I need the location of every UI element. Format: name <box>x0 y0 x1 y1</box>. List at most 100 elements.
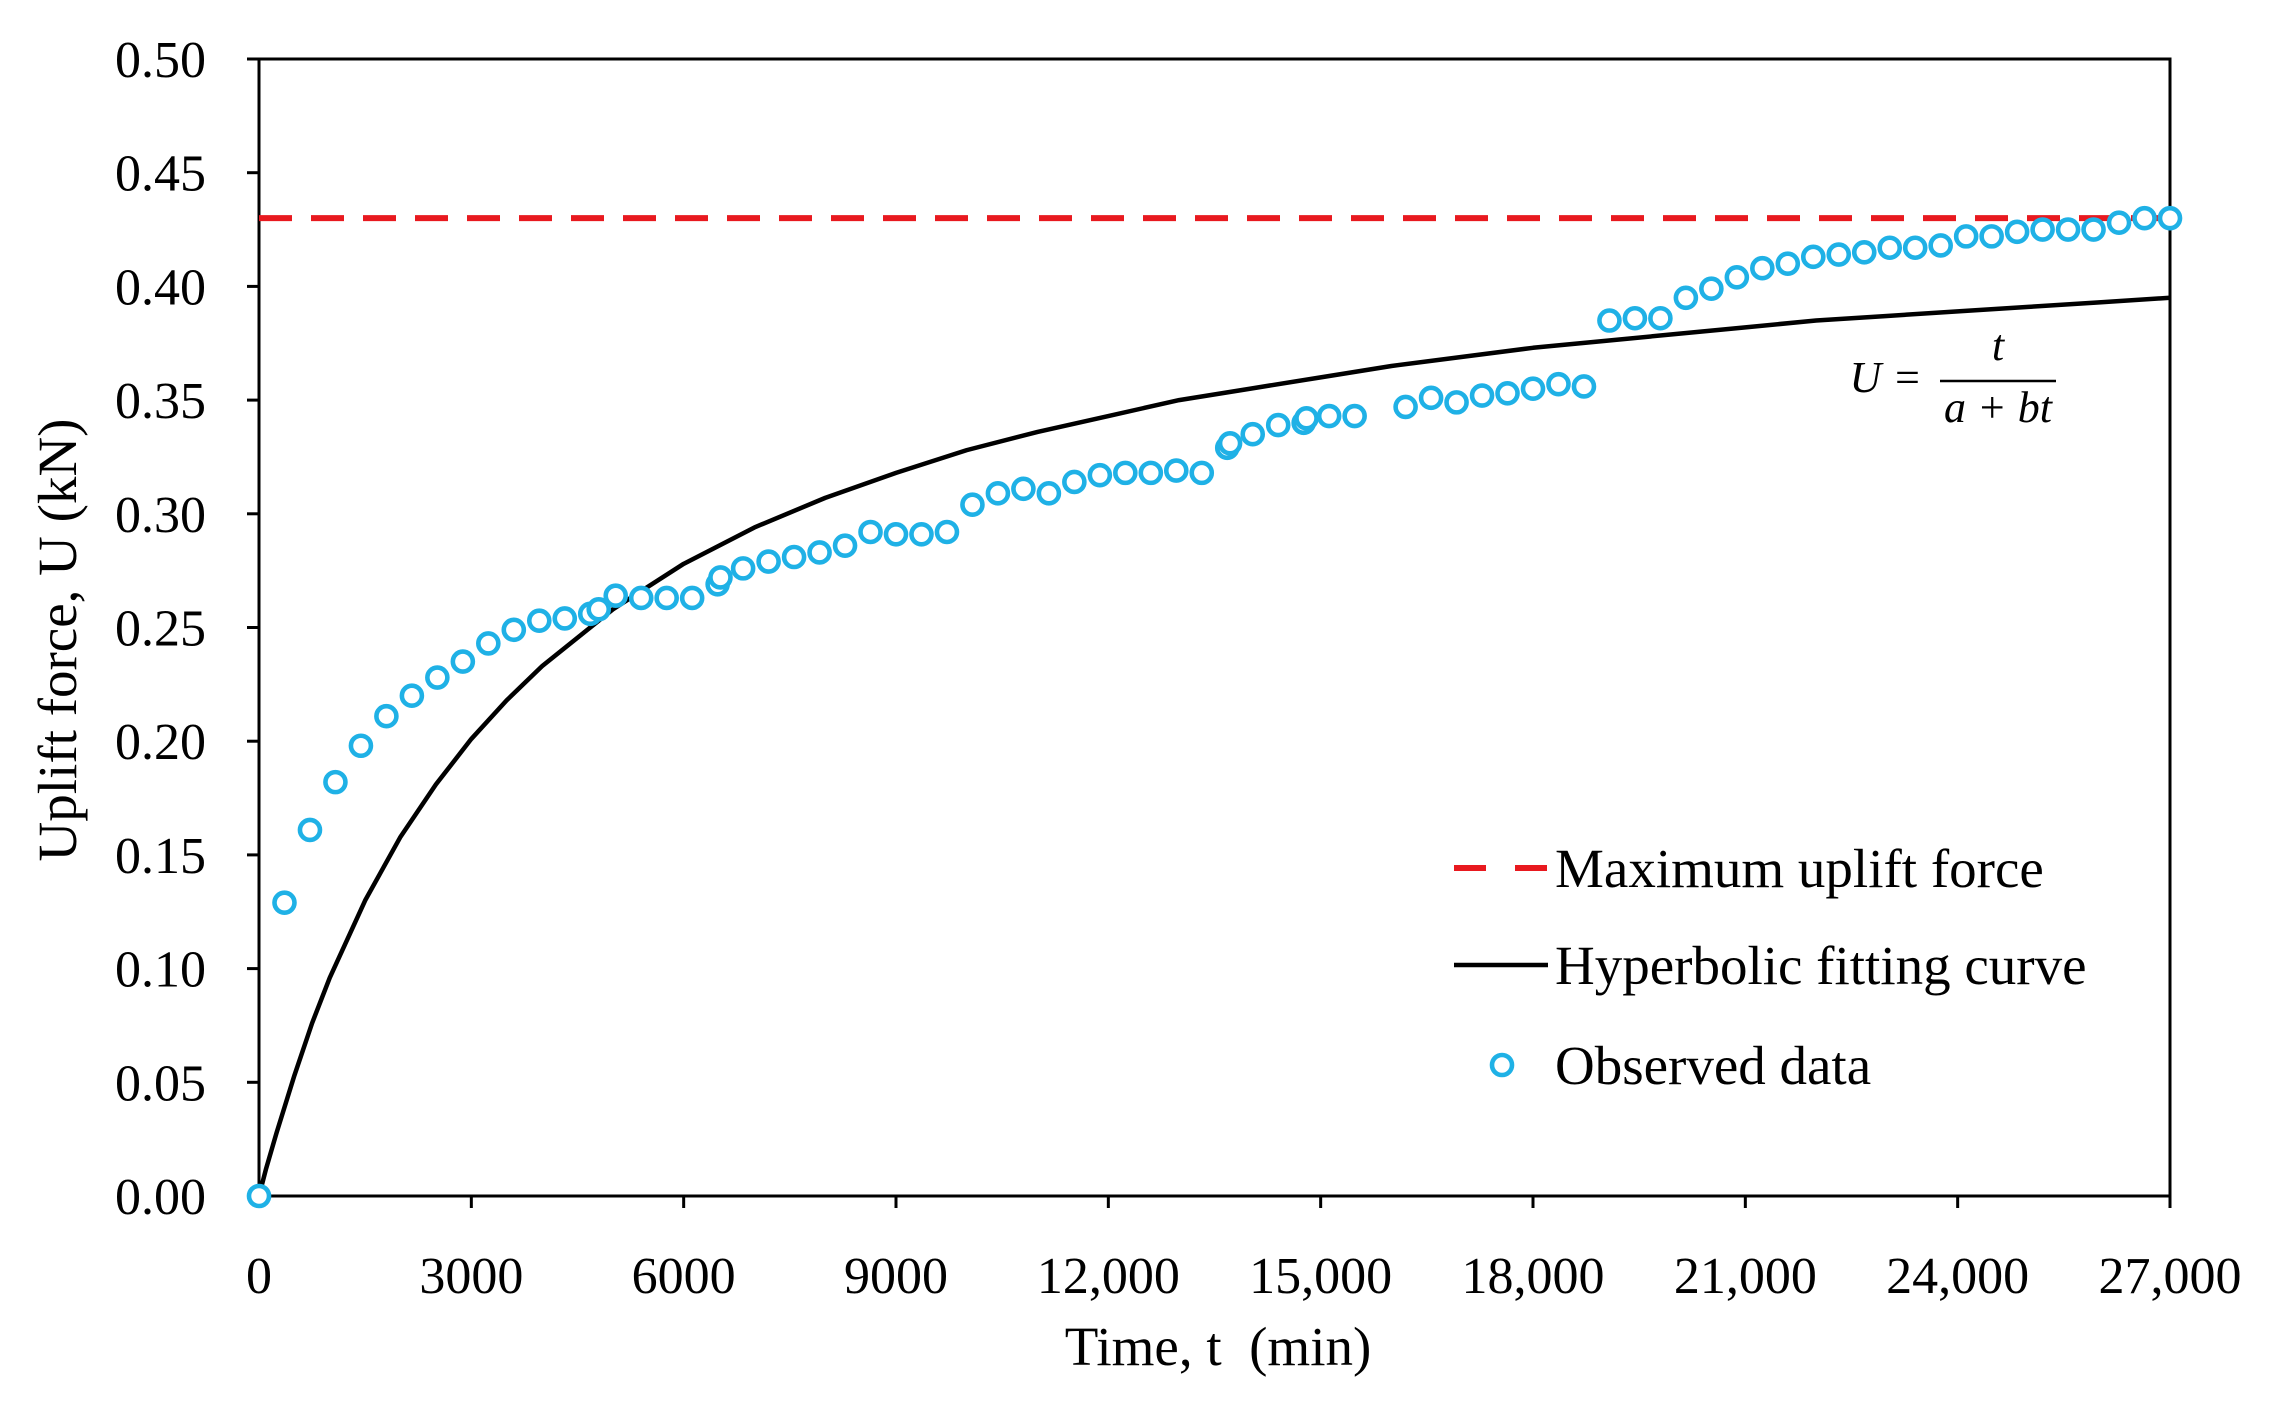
observed-data-point <box>1979 224 2004 249</box>
y-tick-label: 0.05 <box>115 1055 206 1112</box>
observed-data-point <box>1851 239 1877 265</box>
observed-data-point <box>679 585 705 611</box>
observed-data-point <box>960 492 985 518</box>
x-tick-label: 12,000 <box>1037 1248 1180 1305</box>
y-tick-label: 0.15 <box>115 828 206 885</box>
observed-data-point <box>2132 205 2157 231</box>
y-tick-label: 0.20 <box>115 714 206 771</box>
observed-data-point <box>883 521 909 547</box>
observed-data-point <box>2004 219 2030 245</box>
observed-data-point <box>858 519 883 545</box>
observed-data-point <box>1622 305 1648 331</box>
observed-data-point <box>1444 390 1469 415</box>
y-axis: 0.00 0.05 0.10 0.15 0.20 0.25 0.30 0.35 0.40 0.45… <box>115 32 259 1226</box>
observed-data-point <box>297 817 323 843</box>
observed-data-point <box>1902 235 1928 261</box>
y-tick-label: 0.30 <box>115 487 206 544</box>
x-tick-label: 9000 <box>844 1248 948 1305</box>
observed-data-point <box>832 533 858 558</box>
observed-data-point <box>2157 205 2183 231</box>
observed-data-point <box>1546 371 1571 397</box>
legend-label: Hyperbolic fitting curve <box>1555 935 2087 996</box>
y-tick-label: 0.50 <box>115 32 206 89</box>
observed-data-point <box>2030 217 2055 242</box>
fitting-equation: U = t a + bt <box>1850 321 2056 432</box>
y-tick-label: 0.10 <box>115 942 206 999</box>
observed-data-point <box>1673 285 1699 311</box>
observed-data-point <box>1138 460 1164 486</box>
observed-data-point <box>348 733 374 759</box>
observed-data-point <box>1953 224 1979 249</box>
observed-data-point <box>1265 412 1291 438</box>
legend-swatch-circle-marker <box>1489 1052 1515 1078</box>
x-tick-label: 15,000 <box>1249 1248 1392 1305</box>
x-tick-label: 24,000 <box>1886 1248 2029 1305</box>
x-axis-title: Time, t (min) <box>1065 1316 1372 1377</box>
observed-data-point <box>628 585 654 611</box>
equation-numerator: t <box>1992 321 2006 370</box>
y-tick-label: 0.25 <box>115 601 206 658</box>
legend: Maximum uplift force Hyperbolic fitting … <box>1454 838 2087 1096</box>
observed-data-point <box>603 583 629 608</box>
x-tick-label: 18,000 <box>1462 1248 1605 1305</box>
observed-data-point <box>1724 264 1750 290</box>
observed-data-point <box>2055 217 2081 242</box>
observed-data-point <box>1240 421 1266 447</box>
observed-data-point <box>1648 305 1673 331</box>
observed-data-point <box>1418 385 1444 411</box>
observed-data-point <box>934 519 960 545</box>
observed-data-point <box>1699 276 1724 301</box>
observed-data-point <box>1393 394 1418 420</box>
observed-data-point <box>1928 233 1953 258</box>
observed-data-point <box>730 556 756 581</box>
observed-data-point <box>1520 376 1546 402</box>
observed-data-point <box>323 769 348 795</box>
y-tick-label: 0.00 <box>115 1169 206 1226</box>
observed-data-point <box>1800 244 1826 270</box>
observed-data-point <box>1294 405 1319 431</box>
observed-data-point <box>399 683 425 709</box>
observed-data-point <box>272 890 297 915</box>
observed-data-point <box>985 481 1011 506</box>
equation-lhs: U = <box>1850 353 1922 402</box>
observed-data-point <box>501 617 527 643</box>
y-tick-label: 0.45 <box>115 146 206 203</box>
observed-data-point <box>1775 251 1801 276</box>
observed-data-point <box>2081 217 2106 242</box>
observed-data-point <box>1826 242 1852 267</box>
observed-data-point <box>246 1183 272 1209</box>
legend-label: Maximum uplift force <box>1555 838 2044 899</box>
y-tick-label: 0.35 <box>115 373 206 430</box>
x-tick-label: 0 <box>246 1248 272 1305</box>
observed-data-point <box>1011 476 1036 502</box>
x-tick-label: 3000 <box>419 1248 523 1305</box>
observed-data-point <box>654 585 679 611</box>
hyperbolic-fitting-curve-line <box>256 295 2171 1197</box>
observed-data-point <box>1495 380 1520 406</box>
legend-item-maximum-uplift-force: Maximum uplift force <box>1454 838 2044 899</box>
observed-data-point <box>1087 462 1113 488</box>
observed-data-point <box>708 565 733 590</box>
x-tick-label: 21,000 <box>1674 1248 1817 1305</box>
x-tick-label: 6000 <box>632 1248 736 1305</box>
legend-item-hyperbolic-fitting-curve: Hyperbolic fitting curve <box>1454 935 2087 996</box>
observed-data-point <box>1062 469 1087 495</box>
observed-data-point <box>1189 460 1215 486</box>
observed-data-point <box>1316 403 1342 429</box>
observed-data-point <box>1877 235 1903 261</box>
legend-item-observed-data: Observed data <box>1489 1035 1871 1096</box>
observed-data-point <box>807 540 832 565</box>
equation-denominator: a + bt <box>1944 383 2054 432</box>
observed-data-point <box>1036 481 1062 506</box>
observed-data-point <box>586 597 612 622</box>
y-tick-label: 0.40 <box>115 259 206 316</box>
observed-data-point <box>1597 308 1622 333</box>
observed-data-point <box>756 549 781 574</box>
observed-data-point <box>552 606 578 631</box>
observed-data-point <box>1342 403 1367 429</box>
observed-data-point <box>450 649 476 674</box>
observed-data-point <box>2106 210 2132 236</box>
observed-data-point <box>909 521 934 547</box>
legend-label: Observed data <box>1555 1035 1871 1096</box>
